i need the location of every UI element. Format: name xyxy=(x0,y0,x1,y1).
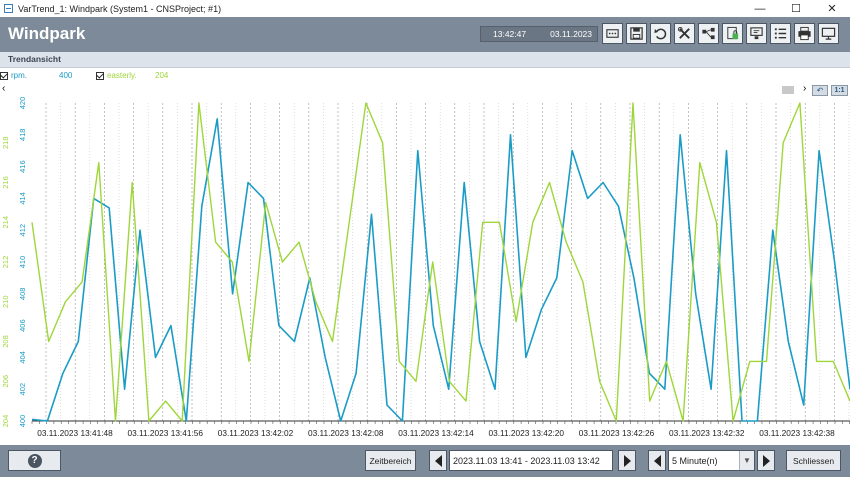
undo-button[interactable] xyxy=(650,23,671,44)
minimize-button[interactable]: — xyxy=(754,2,766,15)
footer-bar: ? Zeitbereich 2023.11.03 13:41 - 2023.11… xyxy=(0,445,850,477)
y2-tick-label: 218 xyxy=(1,136,10,149)
scale-1to1-button[interactable]: 1:1 xyxy=(831,85,848,96)
y2-tick-label: 208 xyxy=(1,335,10,348)
y1-tick-label: 400 xyxy=(18,415,27,428)
arrow-right-icon xyxy=(623,454,631,467)
scroll-thumb[interactable] xyxy=(782,86,794,94)
y2-tick-label: 206 xyxy=(1,375,10,388)
time-range-field[interactable]: 2023.11.03 13:41 - 2023.11.03 13:42 xyxy=(449,450,613,471)
window-controls: — ☐ ✕ xyxy=(742,0,850,17)
share-icon xyxy=(702,27,715,40)
legend-name-easterly: easterly. xyxy=(107,71,137,80)
clock-display: 13:42:47 03.11.2023 xyxy=(480,26,598,42)
print-icon xyxy=(798,26,811,41)
trend-chart[interactable]: 03.11.2023 13:41:48 03.11.2023 13:41:56 03… xyxy=(0,97,850,445)
range-next-button[interactable] xyxy=(618,450,636,471)
scroll-right-button[interactable]: › xyxy=(803,83,807,94)
undo-icon xyxy=(654,28,667,40)
interval-prev-button[interactable] xyxy=(648,450,666,471)
clock-time: 13:42:47 xyxy=(493,29,527,39)
window-title-bar: VarTrend_1: Windpark (System1 - CNSProje… xyxy=(0,0,850,17)
y2-tick-label: 210 xyxy=(1,295,10,308)
save-icon xyxy=(630,27,643,40)
zoom-reset-button[interactable]: ↶ xyxy=(812,85,828,96)
window-title: VarTrend_1: Windpark (System1 - CNSProje… xyxy=(18,3,222,14)
interval-value: 5 Minute(n) xyxy=(672,455,718,466)
y1-tick-label: 416 xyxy=(18,160,27,173)
legend-item-easterly[interactable]: easterly. 204 xyxy=(96,71,168,80)
save-button[interactable] xyxy=(626,23,647,44)
interval-next-button[interactable] xyxy=(757,450,775,471)
lock-file-icon xyxy=(727,26,739,40)
legend-value-rpm: 400 xyxy=(59,71,73,80)
series-line-easterly xyxy=(31,102,850,422)
legend-value-easterly: 204 xyxy=(155,71,169,80)
arrow-left-icon xyxy=(653,454,661,467)
app-icon xyxy=(4,4,13,13)
interval-select[interactable]: 5 Minute(n) ▼ xyxy=(668,450,755,471)
legend-name-rpm: rpm. xyxy=(11,71,27,80)
close-button[interactable]: Schliessen xyxy=(786,450,841,471)
y1-tick-label: 420 xyxy=(18,97,27,109)
chart-scroll-row: ‹ › ↶ 1:1 xyxy=(0,83,850,97)
y2-tick-label: 204 xyxy=(1,415,10,428)
clock-date: 03.11.2023 xyxy=(550,29,593,39)
x-tick-label: 03.11.2023 13:42:08 xyxy=(308,428,384,438)
share-button[interactable] xyxy=(698,23,719,44)
y1-tick-label: 402 xyxy=(18,383,27,396)
x-tick-label: 03.11.2023 13:42:38 xyxy=(759,428,835,438)
monitor-button[interactable] xyxy=(818,23,839,44)
arrow-right-icon xyxy=(762,454,770,467)
print-button[interactable] xyxy=(794,23,815,44)
legend-checkbox-easterly[interactable] xyxy=(96,71,104,80)
legend-item-rpm[interactable]: rpm. 400 xyxy=(0,71,72,80)
lock-file-button[interactable] xyxy=(722,23,743,44)
x-tick-label: 03.11.2023 13:42:14 xyxy=(398,428,474,438)
y1-tick-label: 414 xyxy=(18,192,27,205)
tools-button[interactable] xyxy=(674,23,695,44)
y1-tick-label: 412 xyxy=(18,224,27,237)
trend-chart-svg[interactable]: 03.11.2023 13:41:48 03.11.2023 13:41:56 03… xyxy=(0,97,850,445)
list-button[interactable] xyxy=(770,23,791,44)
help-button[interactable]: ? xyxy=(8,450,61,471)
trend-legend: rpm. 400 easterly. 204 xyxy=(0,69,850,83)
list-icon xyxy=(774,28,787,39)
header-bar: Windpark 13:42:47 03.11.2023 xyxy=(0,17,850,52)
x-tick-label: 03.11.2023 13:41:48 xyxy=(37,428,113,438)
page-title: Windpark xyxy=(8,24,86,43)
x-tick-label: 03.11.2023 13:42:02 xyxy=(218,428,294,438)
y1-tick-label: 408 xyxy=(18,288,27,301)
legend-checkbox-rpm[interactable] xyxy=(0,71,8,80)
screen-button[interactable] xyxy=(746,23,767,44)
help-icon: ? xyxy=(27,453,42,468)
chevron-down-icon[interactable]: ▼ xyxy=(739,451,754,470)
y2-tick-label: 214 xyxy=(1,216,10,229)
monitor-icon xyxy=(821,27,836,40)
dots-icon xyxy=(606,29,619,38)
y2-tick-label: 212 xyxy=(1,256,10,269)
y1-tick-label: 418 xyxy=(18,129,27,142)
y1-tick-label: 410 xyxy=(18,256,27,269)
tools-icon xyxy=(677,26,690,39)
subheader-title: Trendansicht xyxy=(8,54,61,64)
series-line-rpm xyxy=(31,118,850,422)
y2-tick-label: 216 xyxy=(1,176,10,189)
x-tick-label: 03.11.2023 13:42:32 xyxy=(669,428,745,438)
arrow-left-icon xyxy=(434,454,442,467)
dots-button[interactable] xyxy=(602,23,623,44)
close-window-button[interactable]: ✕ xyxy=(827,3,837,15)
y1-tick-label: 404 xyxy=(18,351,27,364)
screen-icon xyxy=(750,27,763,40)
scroll-left-button[interactable]: ‹ xyxy=(2,83,6,94)
y1-tick-label: 406 xyxy=(18,319,27,332)
subheader-bar: Trendansicht xyxy=(0,52,850,68)
maximize-button[interactable]: ☐ xyxy=(791,3,801,15)
zeitbereich-button[interactable]: Zeitbereich xyxy=(365,450,416,471)
x-tick-label: 03.11.2023 13:42:26 xyxy=(579,428,655,438)
x-tick-label: 03.11.2023 13:42:20 xyxy=(488,428,564,438)
x-tick-label: 03.11.2023 13:41:56 xyxy=(127,428,203,438)
range-prev-button[interactable] xyxy=(429,450,447,471)
